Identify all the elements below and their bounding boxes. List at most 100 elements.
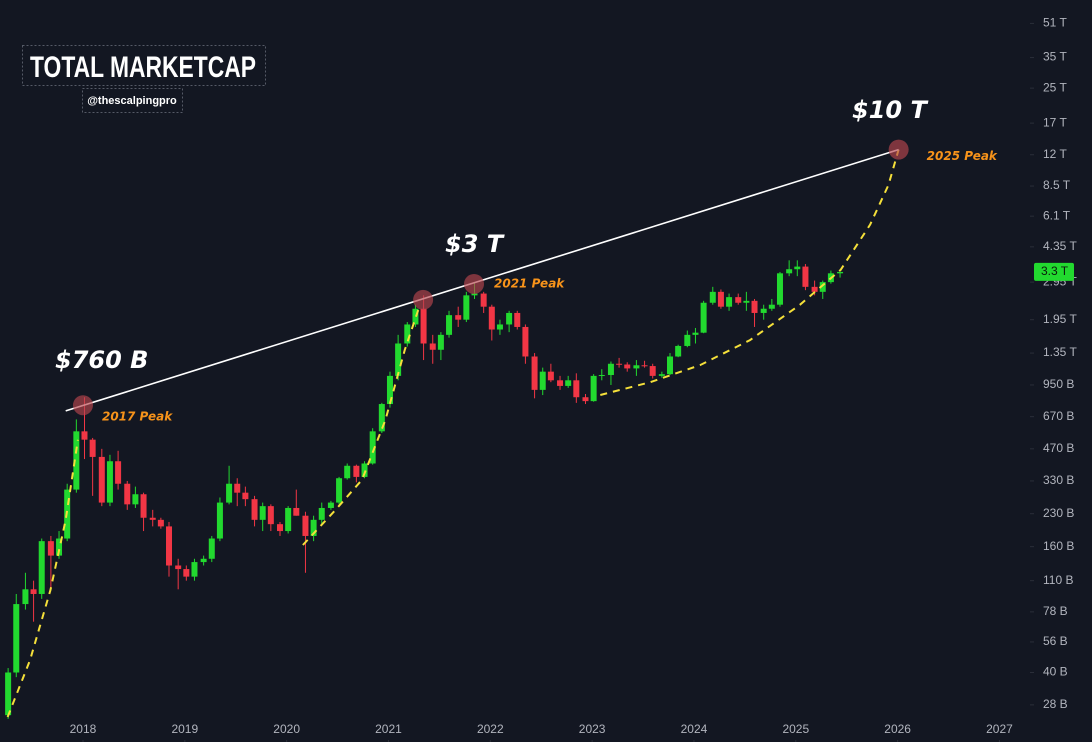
candle-body <box>344 465 351 479</box>
candle-body <box>293 507 300 516</box>
candle-body <box>692 332 699 335</box>
title-box <box>22 45 266 86</box>
candle-body <box>667 356 674 375</box>
candle-body <box>726 297 733 307</box>
dashed-curve <box>302 304 421 546</box>
candle-body <box>378 404 385 432</box>
candle-body <box>175 565 182 570</box>
x-tick-label: 2020 <box>273 722 300 736</box>
candle-body <box>633 365 640 369</box>
peak-marker <box>413 289 434 310</box>
candle-body <box>38 541 45 594</box>
candle-body <box>658 374 665 376</box>
candle-body <box>811 286 818 292</box>
candle-body <box>735 297 742 303</box>
x-tick-label: 2025 <box>782 722 809 736</box>
candle-body <box>89 439 96 457</box>
candle-body <box>234 483 241 493</box>
callout: $10 T <box>852 96 928 124</box>
candle-body <box>361 463 368 477</box>
candle-body <box>302 515 309 536</box>
candle-body <box>590 375 597 402</box>
callout: $3 T <box>445 230 505 258</box>
y-tick-label: 4.35 T <box>1043 239 1077 253</box>
candle-body <box>124 483 131 505</box>
candle-body <box>522 326 529 357</box>
y-tick-label: 40 B <box>1043 665 1068 679</box>
x-tick-label: 2026 <box>884 722 911 736</box>
candle-body <box>760 308 767 313</box>
candle-body <box>5 672 12 716</box>
y-tick-label: 670 B <box>1043 409 1074 423</box>
y-tick-label: 35 T <box>1043 50 1067 64</box>
candle-body <box>251 499 258 520</box>
candle-body <box>598 375 605 377</box>
candle-body <box>216 502 223 539</box>
candle-body <box>547 371 554 381</box>
candle-body <box>624 364 631 369</box>
x-tick-label: 2023 <box>579 722 606 736</box>
dashed-curve <box>6 439 79 718</box>
y-tick-label: 51 T <box>1043 16 1067 30</box>
plot: 51 T35 T25 T17 T12 T8.5 T6.1 T4.35 T2.95… <box>5 16 1077 742</box>
peak-label: 2017 Peak <box>102 410 173 424</box>
candle-body <box>157 519 164 527</box>
candle-body <box>98 456 105 503</box>
candle-body <box>709 291 716 303</box>
candle-body <box>200 558 207 563</box>
candle-body <box>395 343 402 376</box>
candle-body <box>327 502 334 508</box>
candle-body <box>420 308 427 344</box>
x-tick-label: 2022 <box>477 722 504 736</box>
x-tick-label: 2024 <box>681 722 708 736</box>
candle-body <box>81 431 88 440</box>
candle-body <box>132 494 139 505</box>
candle-body <box>819 282 826 292</box>
y-tick-label: 160 B <box>1043 539 1074 553</box>
candle-body <box>56 538 63 556</box>
subtitle-box <box>82 88 183 113</box>
chart-title: TOTAL MARKETCAP <box>30 51 256 84</box>
y-tick-label: 330 B <box>1043 473 1074 487</box>
peak-label: 2021 Peak <box>494 276 565 290</box>
candle-body <box>437 334 444 350</box>
y-tick-label: 1.35 T <box>1043 345 1077 359</box>
y-tick-label: 17 T <box>1043 115 1067 129</box>
candle-body <box>166 526 173 566</box>
candle-body <box>539 371 546 390</box>
candle-body <box>717 291 724 307</box>
candle-body <box>149 517 156 520</box>
candle-body <box>649 366 656 376</box>
candle-body <box>480 293 487 307</box>
y-tick-label: 1.95 T <box>1043 312 1077 326</box>
candle-body <box>582 397 589 402</box>
candle-body <box>837 271 844 274</box>
candle-body <box>386 375 393 405</box>
y-tick-label: 28 B <box>1043 697 1068 711</box>
y-tick-label: 12 T <box>1043 147 1067 161</box>
candle-body <box>531 356 538 390</box>
candle-body <box>336 478 343 503</box>
y-tick-label: 950 B <box>1043 377 1074 391</box>
y-tick-label: 230 B <box>1043 506 1074 520</box>
x-tick-label: 2019 <box>171 722 198 736</box>
candle-body <box>310 519 317 536</box>
candle-body <box>226 483 233 503</box>
candle-body <box>191 562 198 577</box>
candle-body <box>786 269 793 274</box>
candle-body <box>751 300 758 313</box>
candle-body <box>514 312 521 327</box>
candle-body <box>794 266 801 270</box>
candle-body <box>369 431 376 464</box>
candle-body <box>13 604 20 673</box>
x-tick-label: 2021 <box>375 722 402 736</box>
y-tick-label: 8.5 T <box>1043 178 1071 192</box>
candle-body <box>776 273 783 305</box>
x-tick-label: 2027 <box>986 722 1013 736</box>
candle-body <box>496 324 503 330</box>
candle-body <box>259 506 266 520</box>
x-tick-label: 2018 <box>70 722 97 736</box>
